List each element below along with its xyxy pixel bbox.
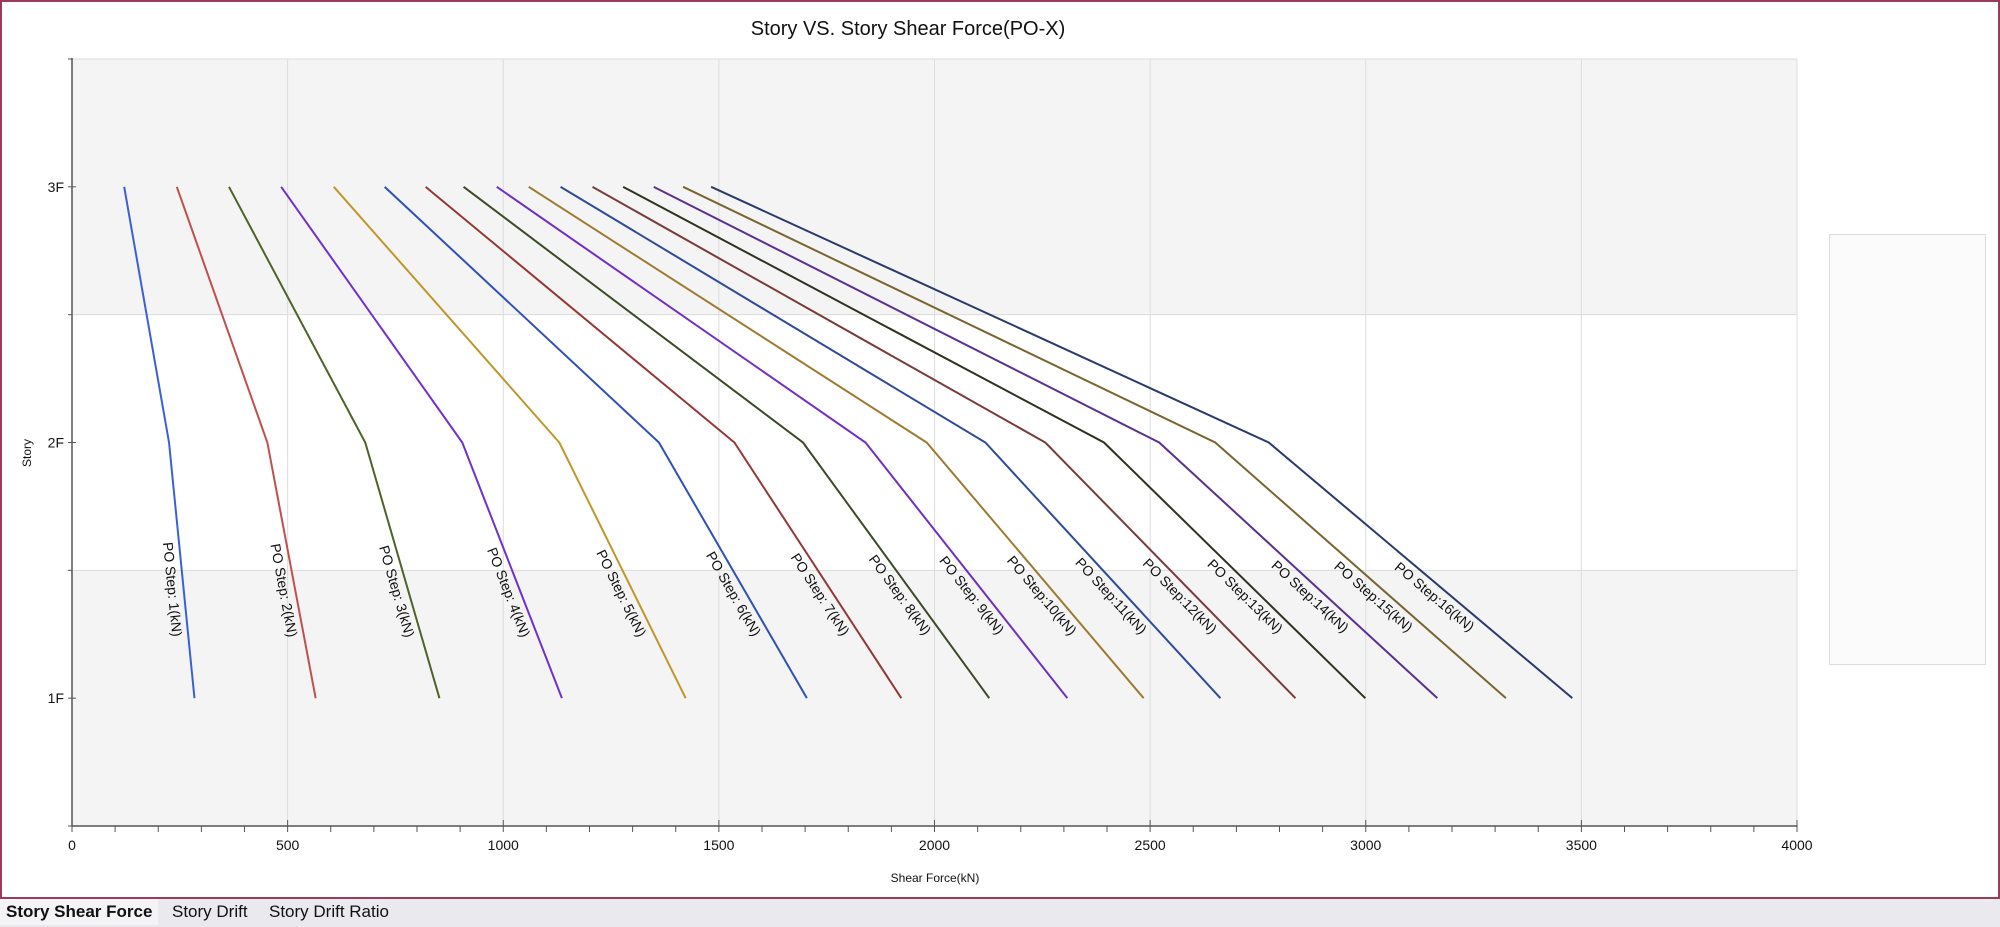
x-tick-labels: 0 500 1000 1500 2000 2500 3000 3500 4000 — [68, 837, 1813, 853]
x-tick-label: 1500 — [703, 837, 734, 853]
series-line-po-step-9 — [496, 186, 1069, 699]
x-tick-label: 1000 — [488, 837, 519, 853]
series-line-po-step-3 — [228, 186, 441, 699]
series-line-po-step-5 — [333, 186, 687, 699]
series-line-po-step-2 — [175, 186, 317, 699]
y-tick-label: 1F — [48, 690, 64, 706]
x-tick-label: 0 — [68, 837, 76, 853]
series-line-po-step-11 — [560, 185, 1222, 699]
story-shear-chart: 0 500 1000 1500 2000 2500 3000 3500 4000 1F2F3F … — [20, 18, 1813, 885]
series-line-po-step-14 — [653, 185, 1439, 699]
tab-bar: Story Shear Force Story Drift Story Drif… — [0, 897, 2000, 927]
series-line-po-step-6 — [383, 186, 808, 699]
series-line-po-step-4 — [280, 186, 563, 699]
series-line-po-step-10 — [528, 185, 1145, 699]
series-line-po-step-13 — [622, 185, 1367, 699]
y-tick-labels: 1F 2F 3F — [48, 179, 64, 706]
series-line-po-step-7 — [424, 186, 903, 699]
tab-story-shear-force[interactable]: Story Shear Force — [0, 899, 159, 925]
series-line-po-step-16 — [710, 185, 1573, 699]
axes — [68, 58, 1798, 832]
series-lines — [123, 185, 1573, 699]
x-tick-label: 500 — [276, 837, 300, 853]
series-line-po-step-1 — [123, 186, 196, 699]
y-tick-label: 2F — [48, 435, 64, 451]
series-line-po-step-15 — [682, 185, 1507, 699]
legend — [1829, 234, 1986, 665]
grid-lines — [72, 58, 1798, 826]
x-tick-label: 3000 — [1350, 837, 1381, 853]
y-axis-label: Story — [20, 439, 34, 467]
y-tick-label: 3F — [48, 179, 64, 195]
x-axis-label: Shear Force(kN) — [891, 871, 980, 885]
series-line-po-step-12 — [592, 185, 1297, 699]
x-tick-label: 4000 — [1781, 837, 1812, 853]
x-tick-label: 3500 — [1566, 837, 1597, 853]
tab-story-drift-ratio[interactable]: Story Drift Ratio — [269, 902, 389, 921]
series-line-po-step-8 — [462, 186, 991, 699]
x-tick-label: 2500 — [1135, 837, 1166, 853]
chart-title: Story VS. Story Shear Force(PO-X) — [751, 18, 1066, 40]
x-tick-label: 2000 — [919, 837, 950, 853]
tab-story-drift[interactable]: Story Drift — [172, 902, 248, 921]
